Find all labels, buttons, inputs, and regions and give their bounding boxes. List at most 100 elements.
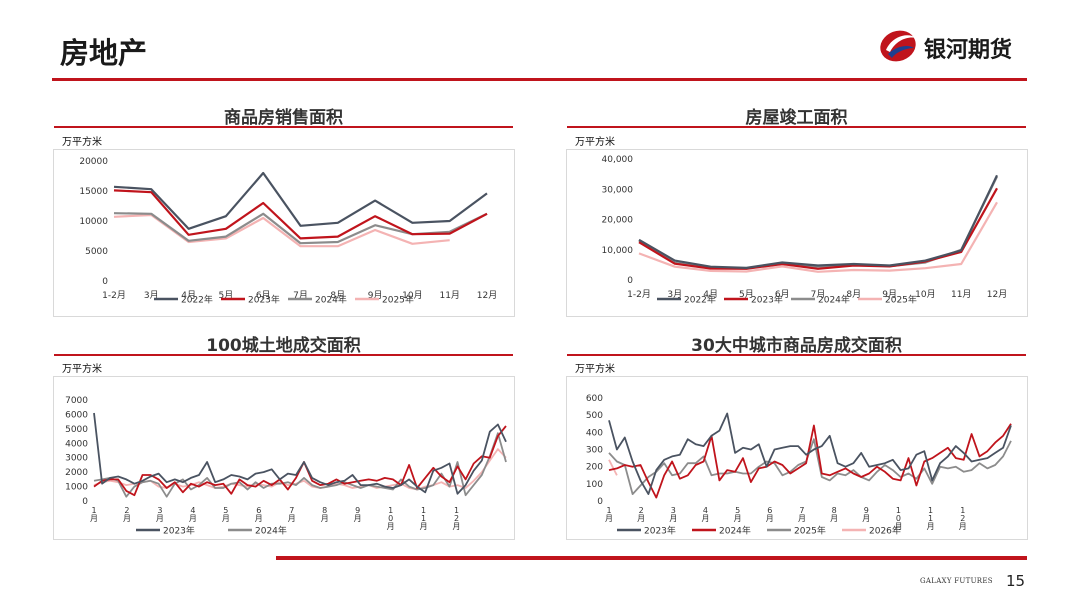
chart-title-rule: [54, 354, 513, 356]
legend-label: 2026年: [869, 525, 901, 537]
legend-label: 2025年: [382, 294, 414, 306]
x-tick-label: 4月: [181, 290, 196, 301]
chart-completion-svg: 0 10,000 20,000 30,000 40,000 1-2月 3月 4月 5月 6月 7月 8…: [602, 155, 1008, 306]
y-tick-label: 0: [82, 497, 88, 507]
y-tick-label: 20,000: [602, 216, 634, 226]
legend-label: 2023年: [644, 525, 676, 537]
x-tick-label: 6月: [256, 290, 271, 301]
legend-label: 2023年: [163, 525, 195, 537]
x-tick-label: 12月: [987, 289, 1007, 300]
x-tick-label: 11月: [951, 289, 971, 300]
y-tick-label: 10000: [79, 217, 108, 227]
y-tick-label: 7000: [65, 396, 88, 406]
chart-title-rule: [54, 126, 513, 128]
unit-label-completion: 万平方米: [575, 137, 615, 148]
x-tick-label: 3月: [667, 289, 682, 300]
x-tick-label: 5月: [219, 290, 234, 301]
brand-name: 银河期货: [924, 38, 1013, 63]
chart-completion: 0 10,000 20,000 30,000 40,000 1-2月 3月 4月 5月 6月 7月 8…: [566, 149, 1028, 317]
chart-land100: 0 1000 2000 3000 4000 5000 6000 7000 1 月 2 月 3 月 4 月 5 月 6…: [53, 376, 515, 540]
x-tick-label: 9月: [882, 289, 897, 300]
y-tick-label: 600: [586, 394, 603, 404]
unit-label-city30: 万平方米: [575, 364, 615, 375]
x-tick-label: 10月: [915, 289, 935, 300]
galaxy-logo-icon: [880, 30, 916, 62]
x-tick-label: 9月: [368, 290, 383, 301]
y-tick-label: 1000: [65, 483, 88, 493]
x-tick-label: 5月: [739, 289, 754, 300]
legend-label: 2024年: [818, 294, 850, 306]
header-divider: [52, 78, 1027, 81]
y-tick-label: 40,000: [602, 155, 634, 165]
y-tick-label: 20000: [79, 157, 108, 167]
page-number: 15: [1006, 572, 1026, 590]
chart-title-rule: [567, 354, 1026, 356]
chart-title-rule: [567, 126, 1026, 128]
legend-label: 2022年: [181, 294, 213, 306]
y-tick-label: 200: [586, 463, 603, 473]
series-line-2: [93, 432, 507, 498]
y-tick-label: 15000: [79, 187, 108, 197]
y-tick-label: 5000: [65, 425, 88, 435]
chart-land100-svg: 0 1000 2000 3000 4000 5000 6000 7000 1 月 2 月 3 月 4 月 5 月 6…: [65, 396, 507, 537]
legend-label: 2023年: [751, 294, 783, 306]
page-title: 房地产: [60, 36, 148, 70]
x-tick-label: 7月: [293, 290, 308, 301]
y-tick-label: 300: [586, 446, 603, 456]
y-tick-label: 0: [627, 276, 633, 286]
y-tick-label: 500: [586, 411, 603, 421]
y-tick-label: 10,000: [602, 246, 634, 256]
legend-label: 2024年: [255, 525, 287, 537]
series-line-1: [113, 189, 488, 240]
x-tick-label: 1-2月: [102, 290, 126, 301]
series-line-0: [638, 174, 998, 269]
x-tick-label: 11月: [439, 290, 459, 301]
chart-title-completion: 房屋竣工面积: [745, 108, 848, 128]
series-line-0: [608, 412, 1012, 495]
y-tick-label: 400: [586, 428, 603, 438]
x-tick-label: 6月: [775, 289, 790, 300]
chart-city30: 0 100 200 300 400 500 600 1 月 2 月 3 月 4 月 5 月 6 月 7 月 8 月 9 月 1 0 月…: [566, 376, 1028, 540]
legend-label: 2024年: [315, 294, 347, 306]
legend-label: 2022年: [684, 294, 716, 306]
x-tick-label: 3月: [144, 290, 159, 301]
y-tick-label: 6000: [65, 410, 88, 420]
chart-city30-svg: 0 100 200 300 400 500 600 1 月 2 月 3 月 4 月 5 月 6 月 7 月 8 月 9 月 1 0 月…: [586, 394, 1012, 537]
y-tick-label: 0: [597, 497, 603, 507]
legend-label: 2025年: [794, 525, 826, 537]
legend-label: 2025年: [885, 294, 917, 306]
chart-title-sales: 商品房销售面积: [224, 108, 343, 128]
legend-label: 2024年: [719, 525, 751, 537]
y-tick-label: 100: [586, 480, 603, 490]
footer-brand: GALAXY FUTURES: [920, 577, 993, 585]
series-line-1: [638, 187, 998, 270]
legend-label: 2023年: [248, 294, 280, 306]
x-tick-label: 12月: [477, 290, 497, 301]
x-tick-label: 7月: [811, 289, 826, 300]
x-tick-label: 10月: [402, 290, 422, 301]
chart-sales-svg: 0 5000 10000 15000 20000 1-2月 3月 4月 5月 6月 7月 8月 9月 10…: [79, 157, 497, 306]
chart-sales: 0 5000 10000 15000 20000 1-2月 3月 4月 5月 6月 7月 8月 9月 10…: [53, 149, 515, 317]
x-tick-label: 8月: [330, 290, 345, 301]
brand-logo: 银河期货: [878, 26, 1028, 66]
series-line-2: [608, 438, 1012, 495]
y-tick-label: 30,000: [602, 185, 634, 195]
